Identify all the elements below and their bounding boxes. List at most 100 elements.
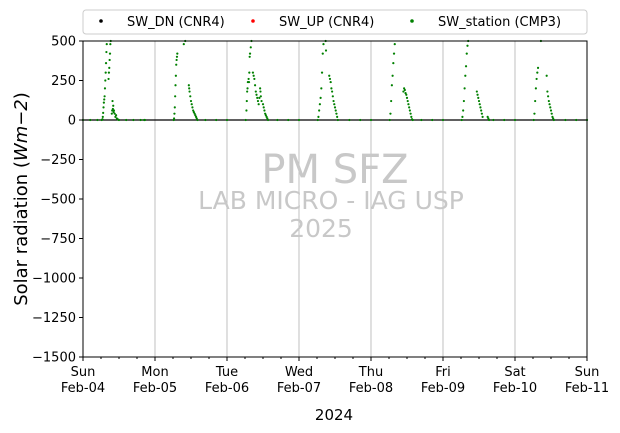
data-point (466, 44, 469, 47)
data-point (477, 99, 481, 103)
data-point (533, 112, 536, 115)
x-tick-label-day: Mon (141, 365, 168, 380)
data-point (108, 52, 112, 55)
data-point (410, 115, 413, 118)
data-point (245, 99, 248, 103)
data-point (104, 71, 107, 74)
data-point (112, 104, 115, 107)
x-tick-label-date: Feb-08 (349, 381, 393, 396)
data-point (320, 87, 323, 90)
data-point (408, 109, 411, 112)
data-point (103, 87, 107, 90)
data-point (175, 55, 179, 58)
data-point (535, 77, 538, 81)
x-tick-label-day: Wed (285, 365, 313, 380)
data-point (259, 90, 262, 93)
data-point (329, 80, 332, 84)
data-point (513, 118, 517, 122)
data-point (103, 98, 106, 101)
data-point (463, 87, 466, 90)
data-point (110, 112, 113, 115)
data-point (388, 118, 391, 122)
data-point (464, 65, 468, 68)
data-point (258, 96, 261, 99)
data-point (359, 118, 362, 122)
x-tick-label-date: Feb-11 (565, 381, 609, 396)
data-point (108, 66, 111, 69)
data-point (248, 55, 251, 58)
watermark-line3: 2025 (289, 214, 353, 243)
data-point (261, 103, 265, 106)
data-point (254, 90, 257, 93)
data-point (101, 118, 104, 121)
data-point (461, 115, 464, 118)
data-point (322, 43, 325, 46)
data-point (478, 103, 481, 106)
data-point (101, 115, 104, 118)
data-point (319, 96, 322, 99)
data-point (548, 103, 551, 106)
data-point (320, 71, 324, 74)
data-point (403, 88, 406, 92)
data-point (564, 118, 567, 122)
y-tick-label: −750 (40, 232, 76, 247)
data-point (225, 118, 229, 122)
data-point (321, 52, 324, 55)
data-point (115, 114, 118, 117)
data-point (251, 71, 255, 74)
data-point (176, 52, 179, 55)
data-point (204, 118, 207, 122)
data-point (263, 109, 266, 112)
y-tick-label: −1500 (32, 351, 76, 366)
data-point (108, 58, 111, 62)
data-point (172, 117, 176, 120)
data-point (405, 96, 409, 99)
data-point (431, 118, 434, 122)
legend-label: SW_station (CMP3) (438, 15, 561, 30)
data-point (405, 93, 408, 96)
data-point (174, 74, 177, 77)
data-point (462, 109, 465, 112)
data-point (174, 84, 177, 87)
data-point (481, 115, 484, 118)
data-point (173, 112, 176, 115)
data-point (102, 111, 105, 114)
data-point (247, 77, 250, 81)
x-tick-label-date: Feb-09 (421, 381, 465, 396)
data-point (105, 50, 108, 54)
data-point (256, 99, 260, 103)
data-point (328, 74, 331, 77)
data-point (249, 46, 252, 49)
y-tick-label: −1250 (32, 311, 76, 326)
data-point (409, 112, 412, 115)
data-point (406, 99, 409, 103)
data-point (102, 101, 105, 104)
data-point (109, 43, 112, 46)
data-point (480, 109, 483, 112)
data-point (475, 90, 478, 93)
data-point (462, 99, 465, 103)
data-point (552, 118, 555, 122)
x-tick-label-date: Feb-07 (277, 381, 321, 396)
data-point (391, 74, 394, 77)
data-point (392, 52, 396, 55)
legend-label: SW_DN (CNR4) (127, 15, 225, 30)
data-point (189, 95, 192, 98)
data-point (389, 112, 392, 115)
data-point (188, 90, 191, 93)
legend-label: SW_UP (CNR4) (279, 15, 374, 30)
data-point (117, 118, 121, 122)
y-tick-label: 500 (51, 35, 76, 50)
y-axis-title-prefix: Solar radiation ( (11, 161, 32, 306)
data-point (266, 118, 270, 122)
legend-marker (410, 19, 414, 23)
data-point (173, 106, 176, 109)
data-point (215, 118, 218, 122)
data-point (348, 118, 351, 122)
data-point (575, 118, 578, 122)
data-point (103, 95, 106, 98)
data-point (260, 99, 263, 103)
data-point (534, 99, 537, 103)
data-point (407, 103, 410, 106)
